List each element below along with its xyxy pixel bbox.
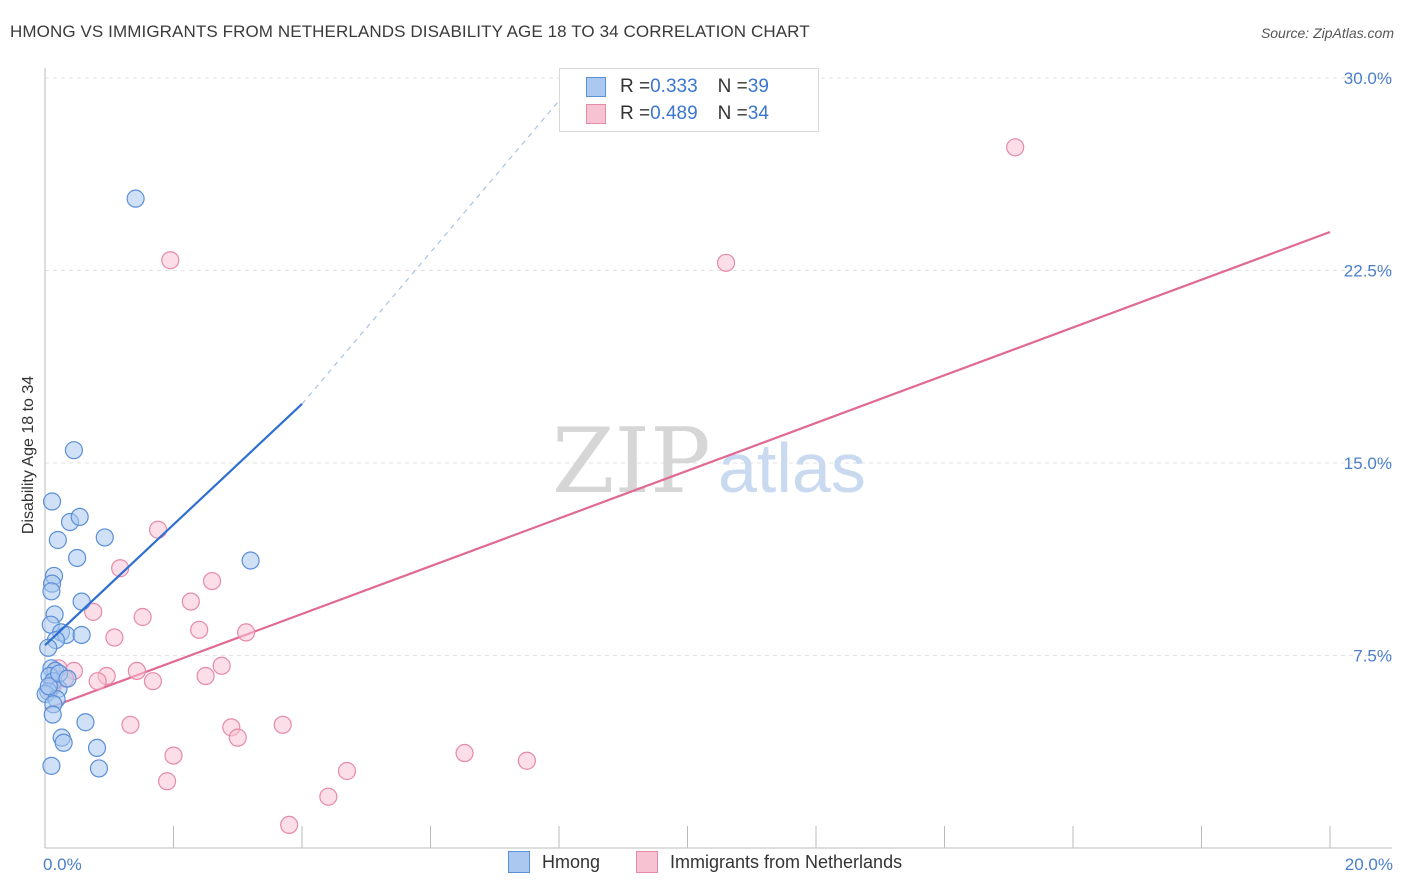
netherlands-point[interactable] [337, 761, 357, 781]
y-tick-label: 22.5% [1344, 262, 1392, 281]
legend-row-netherlands: R = 0.489 N = 34 [586, 101, 769, 127]
netherlands-point[interactable] [121, 715, 140, 734]
legend-item-netherlands[interactable]: Immigrants from Netherlands [636, 851, 902, 873]
netherlands-point[interactable] [181, 592, 200, 611]
source-credit: Source: ZipAtlas.com [1260, 25, 1394, 41]
netherlands-point[interactable] [319, 787, 338, 806]
watermark: ZIP atlas [552, 409, 866, 514]
netherlands-point[interactable] [455, 743, 474, 763]
n-label: N = [717, 76, 748, 97]
netherlands-point[interactable] [133, 607, 152, 627]
hmong-point[interactable] [48, 530, 67, 550]
hmong-point[interactable] [95, 528, 114, 547]
hmong-point[interactable] [76, 713, 95, 732]
hmong-point[interactable] [70, 507, 89, 527]
hmong-point[interactable] [39, 638, 58, 657]
netherlands-point[interactable] [164, 746, 183, 765]
legend-item-hmong[interactable]: Hmong [508, 851, 600, 873]
netherlands-point[interactable] [196, 666, 215, 686]
x-tick-label: 0.0% [43, 855, 82, 874]
netherlands-point[interactable] [88, 672, 107, 691]
hmong-point[interactable] [42, 492, 62, 511]
hmong-point[interactable] [72, 625, 91, 645]
netherlands-point[interactable] [127, 661, 146, 681]
chart-title: HMONG VS IMMIGRANTS FROM NETHERLANDS DIS… [10, 22, 810, 41]
r-label: R = [620, 103, 651, 124]
netherlands-point[interactable] [190, 620, 209, 639]
netherlands-point[interactable] [273, 715, 292, 734]
n-value: 34 [747, 103, 769, 124]
netherlands-point[interactable] [228, 728, 247, 747]
netherlands-point[interactable] [1006, 138, 1025, 157]
netherlands-point[interactable] [212, 656, 231, 675]
r-label: R = [620, 76, 651, 97]
hmong-swatch [508, 851, 530, 873]
r-value: 0.489 [650, 103, 698, 124]
legend-label-hmong: Hmong [542, 851, 601, 872]
watermark-atlas: atlas [718, 429, 866, 507]
hmong-point[interactable] [54, 733, 73, 752]
hmong-point[interactable] [42, 582, 61, 601]
hmong-point[interactable] [241, 551, 260, 570]
netherlands-point[interactable] [157, 772, 177, 791]
netherlands-point[interactable] [716, 253, 736, 272]
correlation-legend: R = 0.333 N = 39 R = 0.489 N = 34 [559, 68, 819, 132]
grid-lines [45, 77, 1392, 656]
y-tick-label: 7.5% [1353, 647, 1392, 666]
n-value: 39 [747, 76, 769, 97]
y-tick-label: 15.0% [1344, 454, 1392, 473]
hmong-point[interactable] [42, 756, 61, 775]
n-label: N = [717, 103, 748, 124]
netherlands-point[interactable] [517, 751, 536, 770]
netherlands-point[interactable] [148, 520, 168, 539]
watermark-zip: ZIP [552, 409, 711, 514]
hmong-swatch [586, 77, 606, 97]
hmong-point[interactable] [43, 705, 62, 724]
hmong-point[interactable] [64, 441, 84, 460]
netherlands-point[interactable] [237, 623, 256, 642]
hmong-point[interactable] [39, 677, 58, 696]
hmong-point[interactable] [72, 592, 91, 611]
hmong-trend-line [44, 403, 303, 647]
data-points [36, 138, 1025, 835]
hmong-point[interactable] [68, 548, 87, 568]
trend-lines [44, 77, 1331, 711]
netherlands-point[interactable] [105, 628, 124, 647]
hmong-point[interactable] [89, 759, 109, 778]
hmong-point[interactable] [126, 189, 145, 208]
netherlands-point[interactable] [84, 602, 103, 621]
netherlands-trend-line [44, 230, 1331, 711]
hmong-point[interactable] [87, 738, 107, 758]
netherlands-point[interactable] [143, 672, 163, 691]
netherlands-point[interactable] [161, 251, 180, 270]
y-axis-label: Disability Age 18 to 34 [20, 376, 37, 534]
axes [44, 68, 1392, 849]
hmong-trend-extension [301, 77, 579, 405]
hmong-point[interactable] [58, 669, 77, 688]
tick-labels: 7.5% 15.0% 22.5% 30.0% 0.0% 20.0% [43, 69, 1393, 874]
netherlands-point[interactable] [202, 571, 222, 591]
netherlands-swatch [586, 104, 606, 124]
legend-row-hmong: R = 0.333 N = 39 [586, 74, 769, 100]
netherlands-point[interactable] [280, 815, 299, 835]
r-value: 0.333 [650, 76, 698, 97]
y-tick-label: 30.0% [1344, 69, 1392, 88]
netherlands-swatch [636, 851, 658, 873]
x-tick-label: 20.0% [1345, 855, 1393, 874]
netherlands-point[interactable] [111, 559, 130, 578]
legend-label-netherlands: Immigrants from Netherlands [670, 851, 903, 872]
